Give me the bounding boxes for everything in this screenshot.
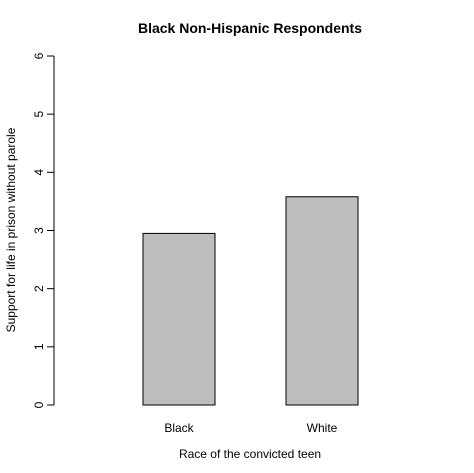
y-tick-label: 6 bbox=[32, 52, 46, 59]
chart-title: Black Non-Hispanic Respondents bbox=[138, 20, 362, 36]
x-axis-label: Race of the convicted teen bbox=[179, 447, 321, 461]
y-axis-label: Support for life in prison without parol… bbox=[4, 127, 18, 332]
y-tick-label: 1 bbox=[32, 343, 46, 350]
y-tick-label: 5 bbox=[32, 111, 46, 118]
bars-group bbox=[142, 196, 359, 406]
y-tick-label: 4 bbox=[32, 169, 46, 176]
bar-white bbox=[285, 196, 359, 406]
x-tick-labels: Black White bbox=[164, 421, 337, 435]
y-axis: 0 1 2 3 4 5 6 bbox=[32, 52, 55, 408]
y-tick-label: 0 bbox=[32, 401, 46, 408]
bar-black bbox=[142, 232, 216, 406]
y-tick-label: 3 bbox=[32, 227, 46, 234]
y-tick-label: 2 bbox=[32, 285, 46, 292]
x-tick-label-black: Black bbox=[164, 421, 194, 435]
x-tick-label-white: White bbox=[307, 421, 338, 435]
